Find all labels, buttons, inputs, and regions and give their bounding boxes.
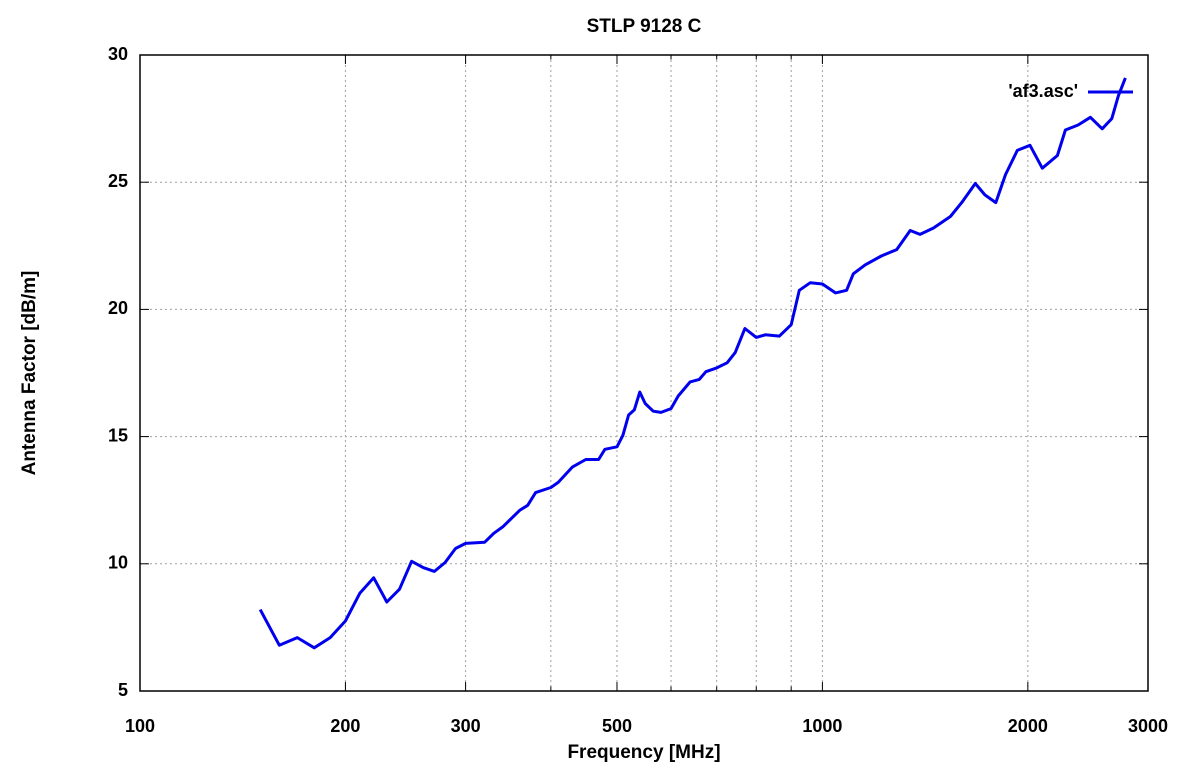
y-tick-label: 10 xyxy=(108,553,128,573)
x-tick-label: 200 xyxy=(330,716,360,736)
y-tick-label: 30 xyxy=(108,44,128,64)
x-tick-label: 100 xyxy=(125,716,155,736)
y-tick-label: 25 xyxy=(108,171,128,191)
x-tick-label: 2000 xyxy=(1008,716,1048,736)
y-axis-label: Antenna Factor [dB/m] xyxy=(19,271,40,476)
x-tick-label: 1000 xyxy=(802,716,842,736)
y-tick-label: 5 xyxy=(118,680,128,700)
chart-title: STLP 9128 C xyxy=(587,16,702,37)
y-tick-label: 15 xyxy=(108,425,128,445)
legend-label: 'af3.asc' xyxy=(1008,81,1078,101)
x-tick-label: 3000 xyxy=(1128,716,1168,736)
y-tick-label: 20 xyxy=(108,298,128,318)
x-tick-label: 500 xyxy=(602,716,632,736)
data-line xyxy=(258,77,1127,650)
x-tick-label: 300 xyxy=(451,716,481,736)
x-axis-label: Frequency [MHz] xyxy=(567,742,720,763)
plot-frame xyxy=(139,54,1149,692)
